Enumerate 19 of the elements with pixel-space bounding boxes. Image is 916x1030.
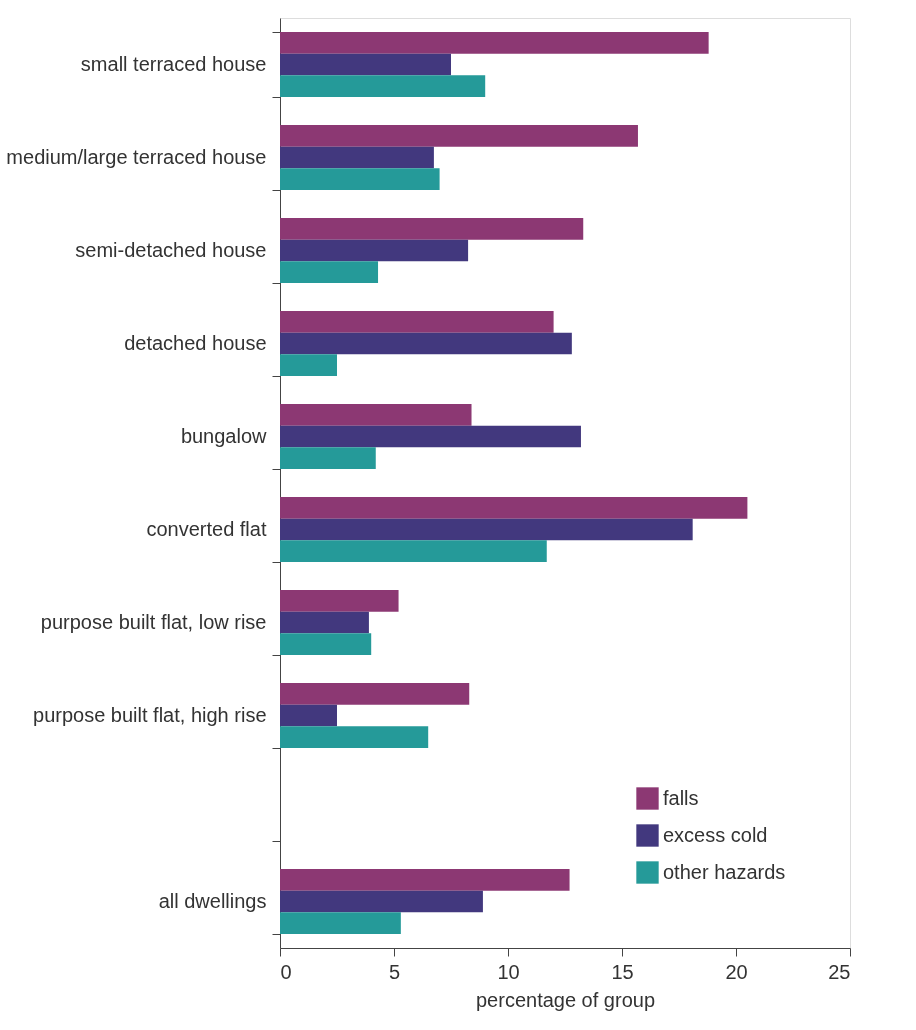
y-tick-label: converted flat (146, 518, 267, 540)
legend-label: excess cold (663, 823, 768, 846)
y-tick-label: detached house (124, 332, 267, 354)
legend-label: falls (663, 786, 699, 809)
x-tick-label: 5 (388, 960, 401, 983)
y-tick-label: medium/large terraced house (6, 146, 267, 168)
y-tick-label: small terraced house (80, 53, 267, 75)
x-tick-label: 15 (611, 960, 634, 983)
x-axis-title: percentage of group (475, 988, 656, 1011)
x-tick-label: 20 (725, 960, 748, 983)
x-tick-label: 25 (828, 960, 851, 983)
x-tick-label: 10 (497, 960, 520, 983)
y-tick-label: purpose built flat, high rise (33, 704, 267, 726)
y-tick-label: all dwellings (158, 890, 267, 912)
y-tick-label: purpose built flat, low rise (40, 611, 267, 633)
y-tick-label: semi-detached house (75, 239, 267, 261)
x-tick-label: 0 (280, 960, 292, 983)
legend-label: other hazards (663, 860, 786, 883)
y-tick-label: bungalow (180, 425, 268, 447)
